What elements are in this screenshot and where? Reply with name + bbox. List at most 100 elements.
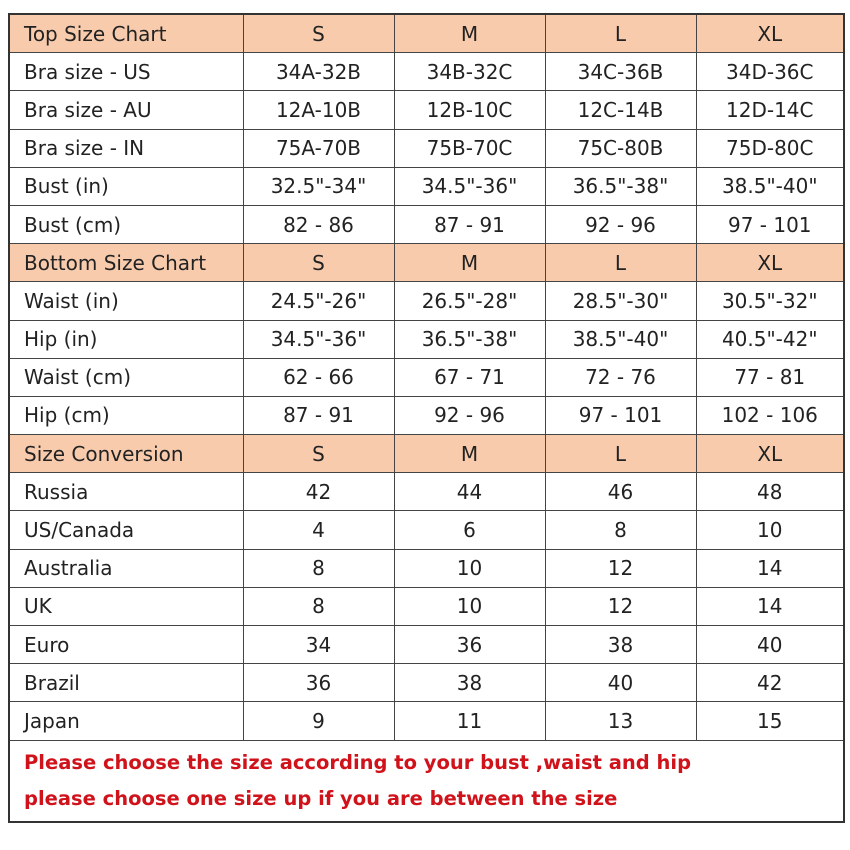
size-column-header: S — [242, 434, 395, 474]
size-value: 87 - 91 — [393, 204, 546, 245]
section-title: Top Size Chart — [8, 13, 244, 54]
size-value: 10 — [393, 586, 546, 627]
size-value: 34 — [242, 624, 395, 665]
row-label: Hip (in) — [8, 319, 244, 359]
table-row: Waist (cm) 62 - 66 67 - 71 72 - 76 77 - 81 — [8, 357, 845, 397]
table-row: Hip (in) 34.5"-36" 36.5"-38" 38.5"-40" 40.5"… — [8, 319, 845, 359]
size-value: 87 - 91 — [242, 395, 395, 436]
size-value: 75D-80C — [695, 128, 845, 168]
size-value: 34A-32B — [242, 52, 395, 92]
size-value: 92 - 96 — [393, 395, 546, 436]
table-row: Euro 34 36 38 40 — [8, 624, 845, 665]
size-column-header: M — [393, 434, 546, 474]
note-line1: Please choose the size according to your… — [24, 750, 692, 774]
size-column-header: L — [544, 13, 697, 54]
size-value: 9 — [242, 701, 395, 741]
size-value: 12B-10C — [393, 90, 546, 130]
section-title: Bottom Size Chart — [8, 243, 244, 283]
table-row: Brazil 36 38 40 42 — [8, 663, 845, 703]
row-label: UK — [8, 586, 244, 627]
table-row: US/Canada 4 6 8 10 — [8, 510, 845, 550]
row-label: Euro — [8, 624, 244, 665]
size-value: 75C-80B — [544, 128, 697, 168]
size-value: 75A-70B — [242, 128, 395, 168]
size-value: 4 — [242, 510, 395, 550]
section-header: Bottom Size Chart S M L XL — [8, 243, 845, 283]
row-label: Bust (in) — [8, 166, 244, 206]
size-column-header: L — [544, 243, 697, 283]
note-row: Please choose the size according to your… — [8, 739, 845, 823]
size-value: 15 — [695, 701, 845, 741]
size-value: 82 - 86 — [242, 204, 395, 245]
size-column-header: S — [242, 13, 395, 54]
size-value: 102 - 106 — [695, 395, 845, 436]
size-value: 11 — [393, 701, 546, 741]
size-value: 14 — [695, 548, 845, 588]
row-label: Russia — [8, 472, 244, 512]
size-value: 92 - 96 — [544, 204, 697, 245]
table-row: Australia 8 10 12 14 — [8, 548, 845, 588]
size-value: 38.5"-40" — [544, 319, 697, 359]
size-value: 40 — [544, 663, 697, 703]
table-row: Bra size - AU 12A-10B 12B-10C 12C-14B 12D-14… — [8, 90, 845, 130]
size-column-header: M — [393, 13, 546, 54]
size-value: 34B-32C — [393, 52, 546, 92]
table-row: Russia 42 44 46 48 — [8, 472, 845, 512]
size-column-header: M — [393, 243, 546, 283]
size-value: 62 - 66 — [242, 357, 395, 397]
size-value: 8 — [242, 586, 395, 627]
table-row: Bra size - IN 75A-70B 75B-70C 75C-80B 75D-80… — [8, 128, 845, 168]
size-value: 42 — [695, 663, 845, 703]
size-value: 30.5"-32" — [695, 281, 845, 321]
size-value: 32.5"-34" — [242, 166, 395, 206]
size-value: 42 — [242, 472, 395, 512]
table-row: Bust (cm) 82 - 86 87 - 91 92 - 96 97 - 101 — [8, 204, 845, 245]
size-value: 36 — [393, 624, 546, 665]
size-value: 97 - 101 — [544, 395, 697, 436]
size-value: 34.5"-36" — [242, 319, 395, 359]
size-value: 8 — [544, 510, 697, 550]
size-value: 38 — [393, 663, 546, 703]
size-value: 28.5"-30" — [544, 281, 697, 321]
size-column-header: L — [544, 434, 697, 474]
table-row: Japan 9 11 13 15 — [8, 701, 845, 741]
size-value: 46 — [544, 472, 697, 512]
size-value: 10 — [393, 548, 546, 588]
size-value: 48 — [695, 472, 845, 512]
row-label: Bra size - IN — [8, 128, 244, 168]
row-label: Bra size - US — [8, 52, 244, 92]
table-row: Waist (in) 24.5"-26" 26.5"-28" 28.5"-30" 30.… — [8, 281, 845, 321]
row-label: Hip (cm) — [8, 395, 244, 436]
table-row: Hip (cm) 87 - 91 92 - 96 97 - 101 102 - 106 — [8, 395, 845, 436]
size-value: 24.5"-26" — [242, 281, 395, 321]
size-advice-note: Please choose the size according to your… — [8, 739, 845, 823]
size-value: 40 — [695, 624, 845, 665]
size-value: 8 — [242, 548, 395, 588]
size-value: 14 — [695, 586, 845, 627]
row-label: Japan — [8, 701, 244, 741]
size-value: 77 - 81 — [695, 357, 845, 397]
size-value: 44 — [393, 472, 546, 512]
row-label: Australia — [8, 548, 244, 588]
row-label: Brazil — [8, 663, 244, 703]
size-value: 34C-36B — [544, 52, 697, 92]
size-column-header: S — [242, 243, 395, 283]
size-column-header: XL — [695, 434, 845, 474]
row-label: Bust (cm) — [8, 204, 244, 245]
size-value: 75B-70C — [393, 128, 546, 168]
size-value: 12 — [544, 586, 697, 627]
size-chart-table: Top Size Chart S M L XL Bra size - US 34A-32B 3… — [8, 13, 845, 823]
table-row: UK 8 10 12 14 — [8, 586, 845, 627]
size-value: 34D-36C — [695, 52, 845, 92]
size-value: 40.5"-42" — [695, 319, 845, 359]
size-value: 36 — [242, 663, 395, 703]
section-header: Size Conversion S M L XL — [8, 434, 845, 474]
row-label: Bra size - AU — [8, 90, 244, 130]
size-value: 12D-14C — [695, 90, 845, 130]
note-line2: please choose one size up if you are bet… — [24, 786, 618, 810]
size-value: 72 - 76 — [544, 357, 697, 397]
size-value: 13 — [544, 701, 697, 741]
size-value: 12 — [544, 548, 697, 588]
size-value: 12C-14B — [544, 90, 697, 130]
size-column-header: XL — [695, 13, 845, 54]
